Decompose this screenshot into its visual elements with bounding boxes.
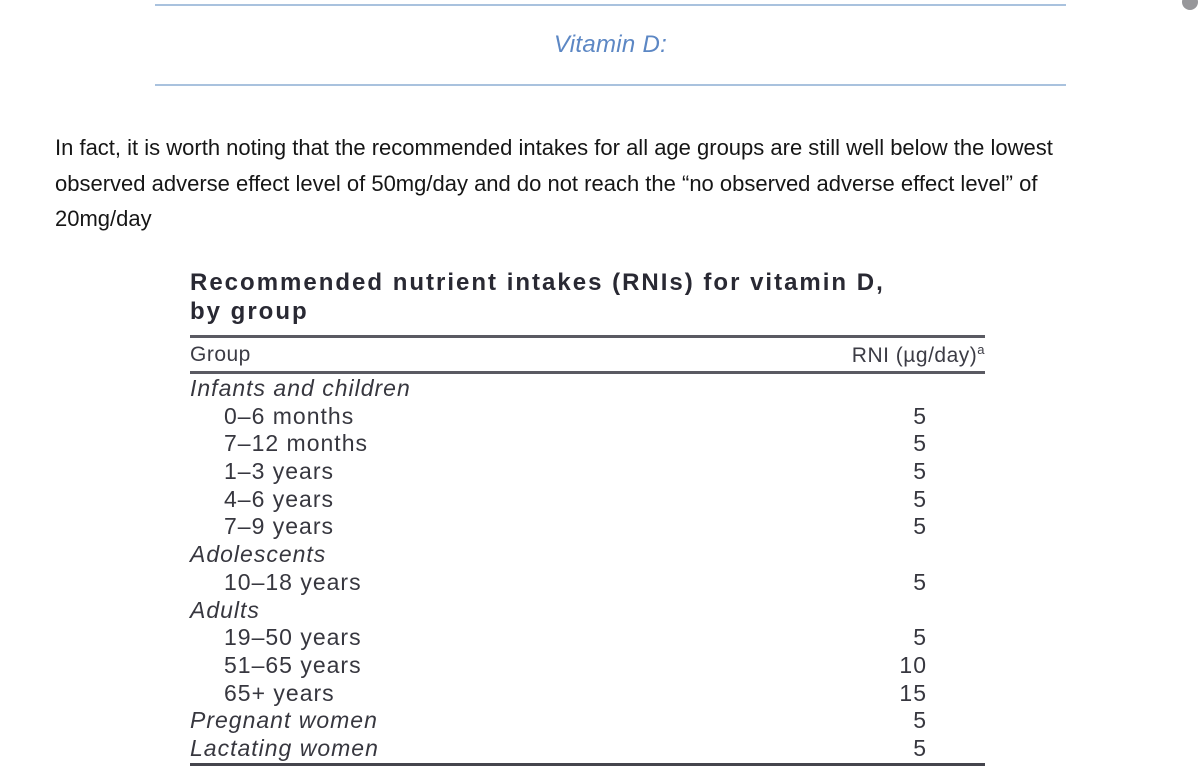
body-paragraph: In fact, it is worth noting that the rec…: [55, 130, 1053, 237]
row-label: 65+ years: [224, 679, 335, 706]
row-label: Lactating women: [190, 734, 379, 761]
row-label: Adults: [190, 596, 260, 623]
table-title-line2: by group: [190, 298, 309, 325]
row-label: 10–18 years: [224, 568, 362, 595]
table-row: 7–9 years 5: [190, 513, 985, 541]
table-row: Adolescents: [190, 541, 985, 569]
table-row: 0–6 months 5: [190, 403, 985, 431]
column-header-rni-footnote: a: [977, 341, 985, 357]
paragraph-line: 20mg/day: [55, 206, 152, 231]
row-label: 51–65 years: [224, 651, 362, 678]
paragraph-line: observed adverse effect level of 50mg/da…: [55, 170, 1038, 196]
table-header-row: Group RNI (µg/day)a: [190, 338, 985, 371]
table-row: 51–65 years 10: [190, 652, 985, 680]
row-label: 7–9 years: [224, 513, 335, 540]
row-value: 5: [913, 430, 927, 457]
row-value: [927, 541, 985, 569]
paragraph-line: In fact, it is worth noting that the rec…: [55, 135, 1053, 160]
row-label: 7–12 months: [224, 430, 368, 457]
row-label: Adolescents: [190, 541, 327, 568]
table-rule-top: [190, 335, 985, 338]
column-header-rni-text: RNI (µg/day): [851, 343, 978, 367]
table-row: 19–50 years 5: [190, 624, 985, 652]
table-row: Infants and children: [190, 375, 985, 403]
row-value: [927, 375, 985, 403]
table-rule-bottom: [190, 762, 985, 766]
row-value: [927, 597, 985, 625]
row-label: 1–3 years: [224, 458, 335, 485]
row-value: 5: [913, 485, 927, 512]
row-value: 15: [899, 679, 927, 706]
column-header-group: Group: [190, 342, 251, 366]
rni-table: Recommended nutrient intakes (RNIs) for …: [190, 268, 985, 766]
row-value: 5: [913, 734, 927, 761]
row-label: 19–50 years: [224, 624, 362, 651]
table-row: Lactating women 5: [190, 735, 985, 763]
table-row: 65+ years 15: [190, 680, 985, 708]
table-row: Pregnant women 5: [190, 707, 985, 735]
row-value: 5: [913, 624, 927, 651]
table-title-line1: Recommended nutrient intakes (RNIs) for …: [190, 269, 885, 296]
table-row: Adults: [190, 597, 985, 625]
top-divider-line: [155, 4, 1066, 6]
table-title: Recommended nutrient intakes (RNIs) for …: [190, 268, 985, 326]
row-value: 10: [899, 651, 927, 678]
row-value: 5: [913, 402, 927, 429]
row-value: 5: [913, 568, 927, 595]
section-heading: Vitamin D:: [553, 31, 668, 58]
row-label: 0–6 months: [224, 402, 355, 429]
column-header-rni: RNI (µg/day)a: [852, 342, 985, 368]
heading-divider-line: [155, 84, 1066, 86]
row-label: Pregnant women: [190, 707, 378, 734]
row-value: 5: [913, 458, 927, 485]
table-row: 1–3 years 5: [190, 458, 985, 486]
row-value: 5: [913, 707, 927, 734]
row-value: 5: [913, 513, 927, 540]
table-rule-header: [190, 371, 985, 374]
row-label: Infants and children: [190, 375, 411, 401]
row-label: 4–6 years: [224, 485, 335, 512]
table-body: Infants and children 0–6 months 5 7–12 m…: [190, 374, 985, 763]
table-row: 7–12 months 5: [190, 430, 985, 458]
corner-dot: [1182, 0, 1198, 10]
table-row: 4–6 years 5: [190, 486, 985, 514]
table-row: 10–18 years 5: [190, 569, 985, 597]
